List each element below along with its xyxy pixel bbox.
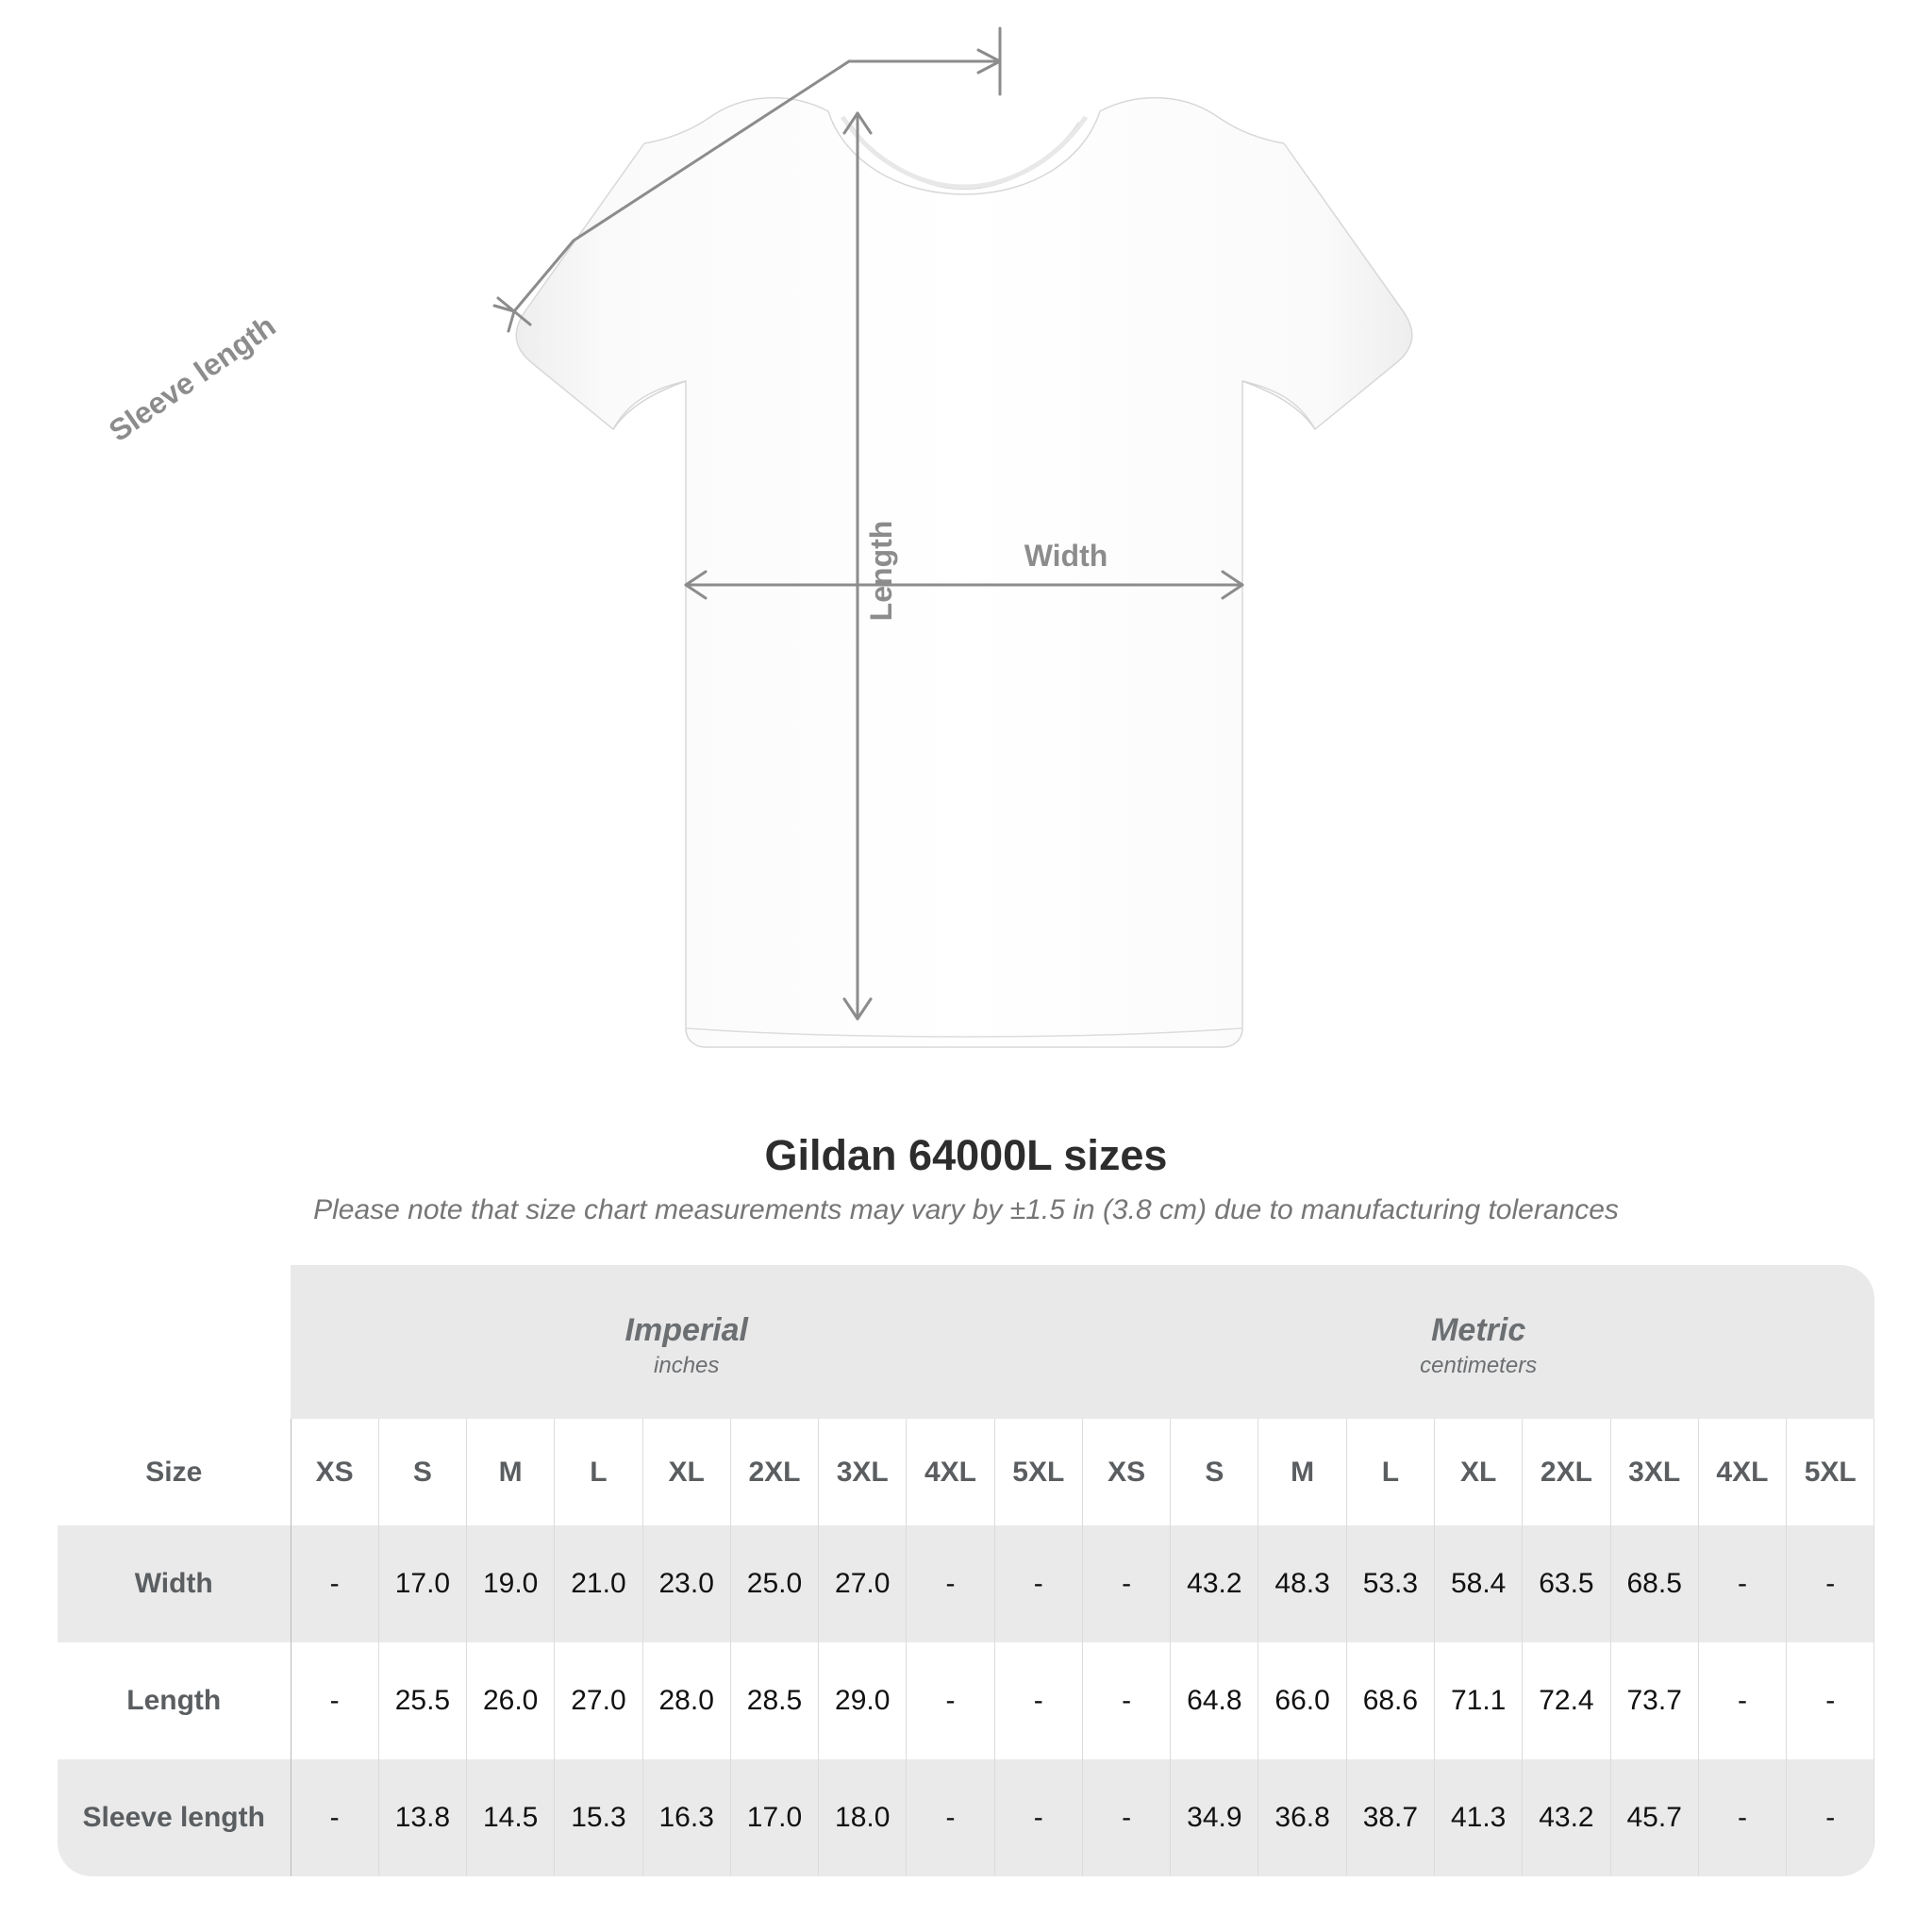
svg-text:Width: Width	[1024, 539, 1108, 573]
svg-text:Length: Length	[864, 521, 898, 622]
svg-text:Sleeve length: Sleeve length	[103, 308, 282, 448]
